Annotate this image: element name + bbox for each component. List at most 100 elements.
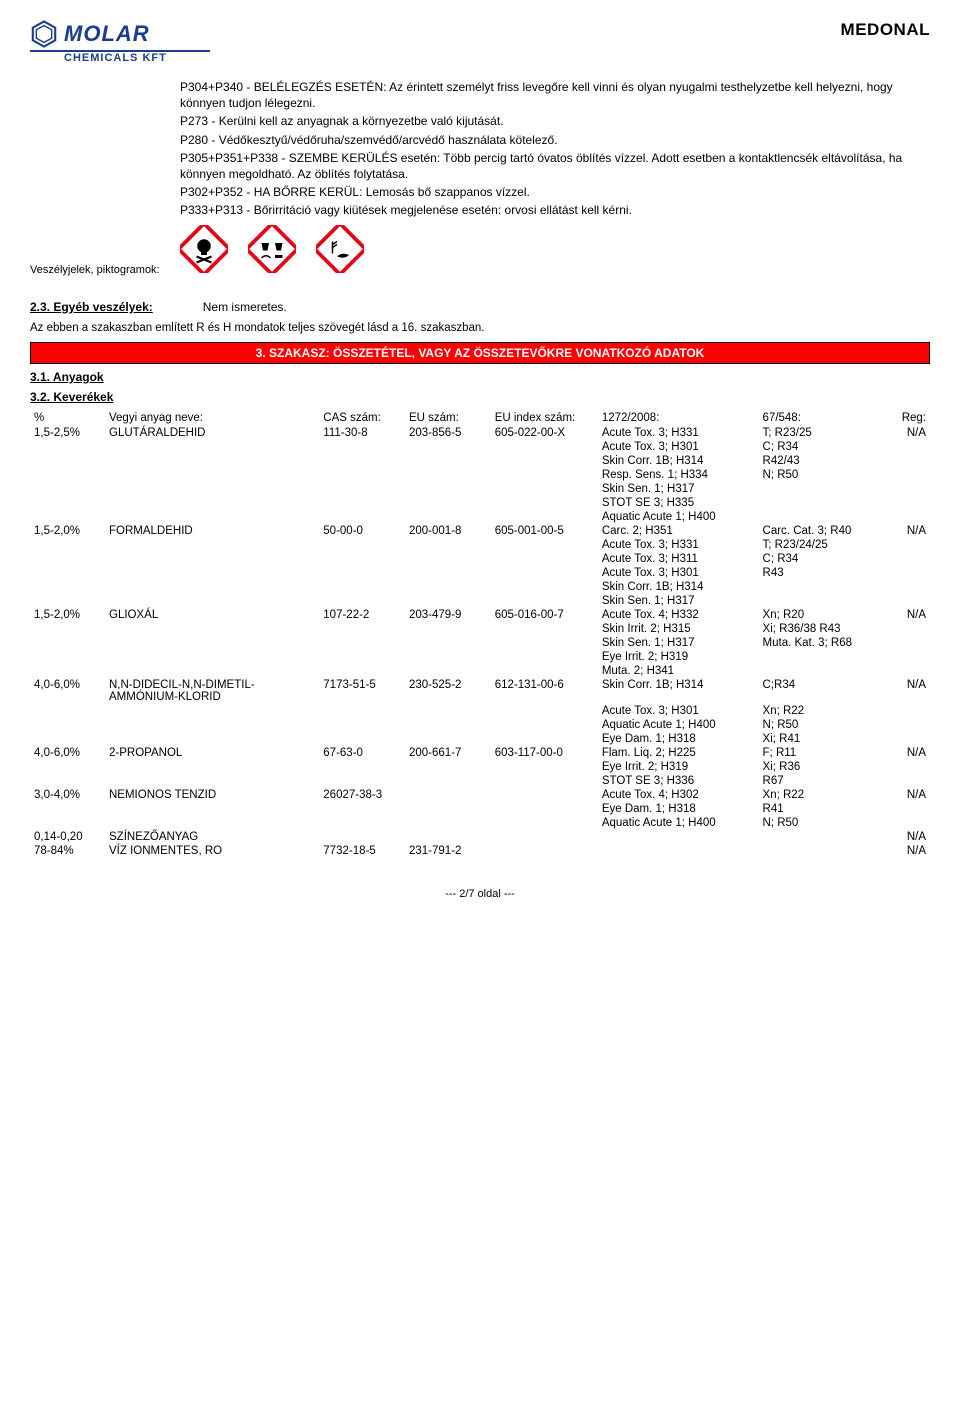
cell-1272: Acute Tox. 3; H301	[598, 704, 759, 718]
table-row: Aquatic Acute 1; H400N; R50	[30, 718, 930, 732]
cell-67: Xn; R20	[759, 608, 888, 622]
table-row: STOT SE 3; H336R67	[30, 774, 930, 788]
col-header-1272: 1272/2008:	[598, 410, 759, 426]
cell-1272: Resp. Sens. 1; H334	[598, 468, 759, 482]
cell-eu: 231-791-2	[405, 844, 491, 858]
col-header-67: 67/548:	[759, 410, 888, 426]
cell-1272: Carc. 2; H351	[598, 524, 759, 538]
cell-1272: STOT SE 3; H336	[598, 774, 759, 788]
cell-reg: N/A	[887, 608, 930, 622]
cell-eu: 230-525-2	[405, 678, 491, 704]
cell-reg: N/A	[887, 830, 930, 844]
cell-67	[759, 844, 888, 858]
cell-67: R41	[759, 802, 888, 816]
cell-67: C; R34	[759, 440, 888, 454]
cell-67: T; R23/24/25	[759, 538, 888, 552]
composition-table: % Vegyi anyag neve: CAS szám: EU szám: E…	[30, 410, 930, 858]
cell-67: C; R34	[759, 552, 888, 566]
logo-sub-text: CHEMICALS KFT	[64, 52, 210, 64]
cell-eu: 203-856-5	[405, 426, 491, 440]
cell-1272: Muta. 2; H341	[598, 664, 759, 678]
cell-1272: Eye Dam. 1; H318	[598, 802, 759, 816]
cell-cas: 7732-18-5	[319, 844, 405, 858]
cell-1272: Acute Tox. 4; H332	[598, 608, 759, 622]
col-header-pct: %	[30, 410, 105, 426]
cell-67: R42/43	[759, 454, 888, 468]
table-row: 4,0-6,0%2-PROPANOL67-63-0200-661-7603-11…	[30, 746, 930, 760]
cell-1272: Acute Tox. 3; H301	[598, 440, 759, 454]
table-row: 1,5-2,0%FORMALDEHID50-00-0200-001-8605-0…	[30, 524, 930, 538]
cell-1272: Eye Irrit. 2; H319	[598, 760, 759, 774]
section-3-1-heading: 3.1. Anyagok	[30, 370, 930, 384]
cell-reg: N/A	[887, 844, 930, 858]
cell-1272: Skin Sen. 1; H317	[598, 482, 759, 496]
cell-1272: Aquatic Acute 1; H400	[598, 718, 759, 732]
table-row: Acute Tox. 3; H311C; R34	[30, 552, 930, 566]
cell-1272: Skin Corr. 1B; H314	[598, 580, 759, 594]
cell-pct: 1,5-2,5%	[30, 426, 105, 440]
precaution-block: Veszélyjelek, piktogramok: P304+P340 - B…	[30, 79, 930, 276]
cell-67	[759, 510, 888, 524]
cell-67: Carc. Cat. 3; R40	[759, 524, 888, 538]
table-row: Acute Tox. 3; H331T; R23/24/25	[30, 538, 930, 552]
table-row: 0,14-0,20SZÍNEZŐANYAG N/A	[30, 830, 930, 844]
cell-cas	[319, 830, 405, 844]
table-row: Eye Irrit. 2; H319	[30, 650, 930, 664]
table-row: Skin Corr. 1B; H314	[30, 580, 930, 594]
cell-cas: 50-00-0	[319, 524, 405, 538]
cell-67: R43	[759, 566, 888, 580]
cell-1272: Aquatic Acute 1; H400	[598, 510, 759, 524]
cell-1272: Acute Tox. 3; H331	[598, 426, 759, 440]
table-row: Acute Tox. 3; H301Xn; R22	[30, 704, 930, 718]
cell-67	[759, 482, 888, 496]
table-row: Resp. Sens. 1; H334N; R50	[30, 468, 930, 482]
cell-67: Xi; R36/38 R43	[759, 622, 888, 636]
cell-1272: STOT SE 3; H335	[598, 496, 759, 510]
cell-idx: 605-022-00-X	[491, 426, 598, 440]
cell-67: Xi; R41	[759, 732, 888, 746]
col-header-eu: EU szám:	[405, 410, 491, 426]
logo-block: MOLAR CHEMICALS KFT	[30, 20, 210, 64]
cell-1272: Aquatic Acute 1; H400	[598, 816, 759, 830]
cell-pct: 0,14-0,20	[30, 830, 105, 844]
cell-idx: 603-117-00-0	[491, 746, 598, 760]
table-row: Eye Dam. 1; H318Xi; R41	[30, 732, 930, 746]
table-row: Skin Sen. 1; H317	[30, 482, 930, 496]
cell-eu	[405, 830, 491, 844]
table-row: 1,5-2,5%GLUTÁRALDEHID111-30-8203-856-560…	[30, 426, 930, 440]
cell-1272: Flam. Liq. 2; H225	[598, 746, 759, 760]
cell-name: NEMIONOS TENZID	[105, 788, 319, 802]
cell-name: GLIOXÁL	[105, 608, 319, 622]
section-2-3: 2.3. Egyéb veszélyek: Nem ismeretes.	[30, 300, 930, 314]
cell-name: GLUTÁRALDEHID	[105, 426, 319, 440]
cell-name: SZÍNEZŐANYAG	[105, 830, 319, 844]
cell-1272: Acute Tox. 3; H331	[598, 538, 759, 552]
col-header-name: Vegyi anyag neve:	[105, 410, 319, 426]
table-row: 78-84%VÍZ IONMENTES, RO7732-18-5231-791-…	[30, 844, 930, 858]
col-header-reg: Reg:	[887, 410, 930, 426]
cell-67: R67	[759, 774, 888, 788]
cell-pct: 4,0-6,0%	[30, 678, 105, 704]
table-row: Eye Dam. 1; H318R41	[30, 802, 930, 816]
cell-1272: Acute Tox. 3; H311	[598, 552, 759, 566]
cross-reference-note: Az ebben a szakaszban említett R és H mo…	[30, 322, 930, 334]
pictogram-row	[180, 225, 930, 273]
cell-67	[759, 580, 888, 594]
cell-reg: N/A	[887, 524, 930, 538]
col-header-cas: CAS szám:	[319, 410, 405, 426]
cell-pct: 3,0-4,0%	[30, 788, 105, 802]
page-header: MOLAR CHEMICALS KFT MEDONAL	[30, 20, 930, 64]
table-row: Acute Tox. 3; H301C; R34	[30, 440, 930, 454]
cell-cas: 7173-51-5	[319, 678, 405, 704]
precaution-line: P280 - Védőkesztyű/védőruha/szemvédő/arc…	[180, 132, 930, 148]
cell-1272	[598, 830, 759, 844]
table-row: Skin Sen. 1; H317	[30, 594, 930, 608]
section-2-3-heading: 2.3. Egyéb veszélyek:	[30, 300, 153, 314]
cell-67: T; R23/25	[759, 426, 888, 440]
cell-1272: Skin Irrit. 2; H315	[598, 622, 759, 636]
table-row: Skin Corr. 1B; H314R42/43	[30, 454, 930, 468]
precaution-line: P305+P351+P338 - SZEMBE KERÜLÉS esetén: …	[180, 150, 930, 182]
page-footer: --- 2/7 oldal ---	[30, 888, 930, 900]
precaution-line: P304+P340 - BELÉLEGZÉS ESETÉN: Az érinte…	[180, 79, 930, 111]
cell-67: F; R11	[759, 746, 888, 760]
